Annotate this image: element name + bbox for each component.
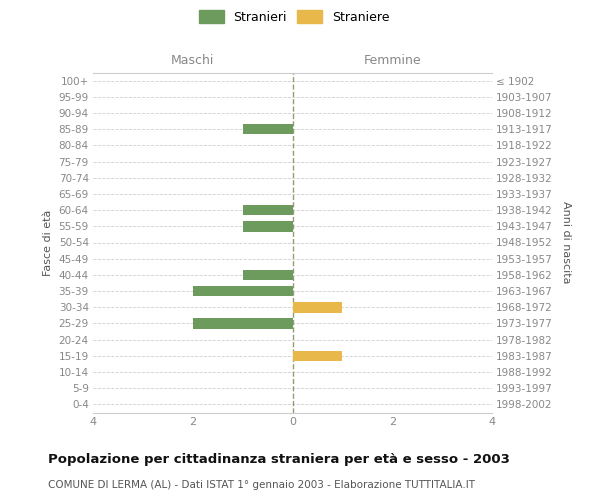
Bar (193, 286, 293, 296)
Text: COMUNE DI LERMA (AL) - Dati ISTAT 1° gennaio 2003 - Elaborazione TUTTITALIA.IT: COMUNE DI LERMA (AL) - Dati ISTAT 1° gen… (48, 480, 475, 490)
Legend: Stranieri, Straniere: Stranieri, Straniere (195, 6, 393, 28)
Text: Maschi: Maschi (171, 54, 214, 68)
Bar (242, 205, 293, 216)
Bar (242, 221, 293, 232)
Bar (242, 270, 293, 280)
Bar (293, 302, 343, 312)
Y-axis label: Anni di nascita: Anni di nascita (561, 201, 571, 283)
Bar (293, 350, 343, 361)
Bar (193, 318, 293, 328)
Y-axis label: Fasce di età: Fasce di età (43, 210, 53, 276)
Bar (242, 124, 293, 134)
Text: Femmine: Femmine (364, 54, 421, 68)
Text: Popolazione per cittadinanza straniera per età e sesso - 2003: Popolazione per cittadinanza straniera p… (48, 452, 510, 466)
